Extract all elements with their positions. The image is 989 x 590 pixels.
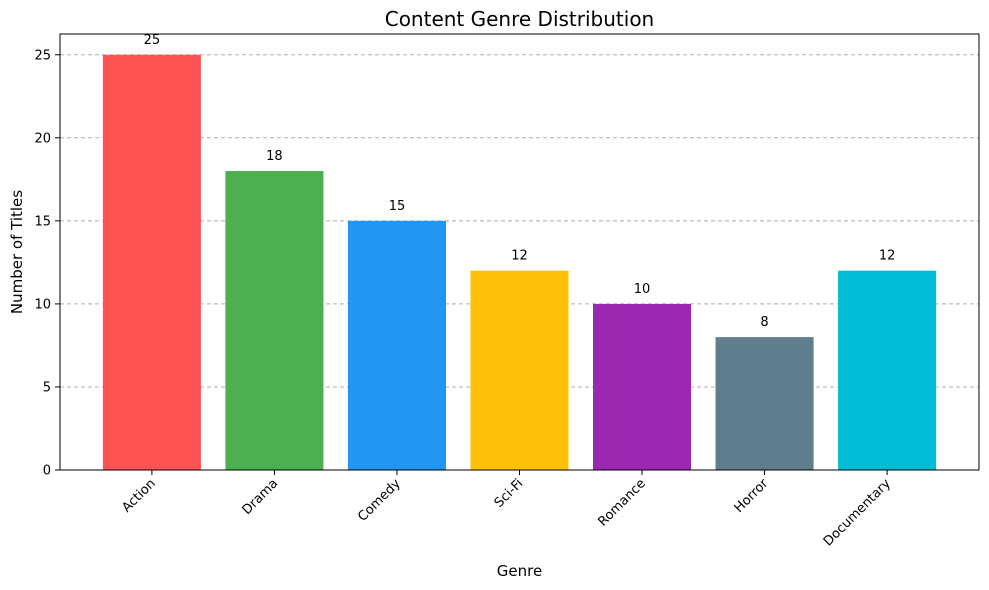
x-tick-label: Drama (240, 476, 282, 518)
y-tick-label: 25 (34, 48, 51, 63)
y-tick-label: 10 (34, 297, 51, 312)
chart-title: Content Genre Distribution (385, 7, 655, 31)
y-tick-label: 15 (34, 214, 51, 229)
bar-comedy (347, 220, 446, 470)
y-grid (60, 54, 979, 388)
data-label: 12 (511, 249, 528, 264)
x-axis-ticks: Action Drama Comedy Sci-Fi Romance Horror Docu… (119, 470, 894, 549)
bar-action (102, 54, 201, 471)
bar-drama (225, 171, 324, 470)
data-labels: 25 18 15 12 10 8 12 (144, 33, 896, 330)
x-tick-label: Horror (732, 476, 772, 516)
y-tick-label: 5 (43, 380, 51, 395)
bar-sci-fi (470, 270, 569, 470)
x-tick-label: Romance (596, 476, 649, 529)
x-tick-label: Documentary (821, 476, 894, 549)
data-label: 10 (634, 282, 651, 297)
data-label: 25 (144, 33, 161, 48)
bar-horror (715, 337, 814, 470)
data-label: 8 (760, 315, 768, 330)
y-tick-label: 20 (34, 131, 51, 146)
y-axis-label: Number of Titles (8, 190, 26, 314)
bar-documentary (838, 270, 937, 470)
x-axis-label: Genre (497, 562, 542, 580)
x-tick-label: Comedy (355, 476, 404, 525)
data-label: 12 (879, 249, 896, 264)
y-tick-label: 0 (43, 464, 51, 479)
x-tick-label: Sci-Fi (492, 476, 527, 511)
data-label: 18 (266, 149, 283, 164)
y-axis-ticks: 0 5 10 15 20 25 (34, 48, 60, 479)
x-tick-label: Action (119, 476, 158, 515)
data-label: 15 (389, 199, 406, 214)
bars (102, 54, 937, 471)
bar-romance (593, 303, 692, 470)
